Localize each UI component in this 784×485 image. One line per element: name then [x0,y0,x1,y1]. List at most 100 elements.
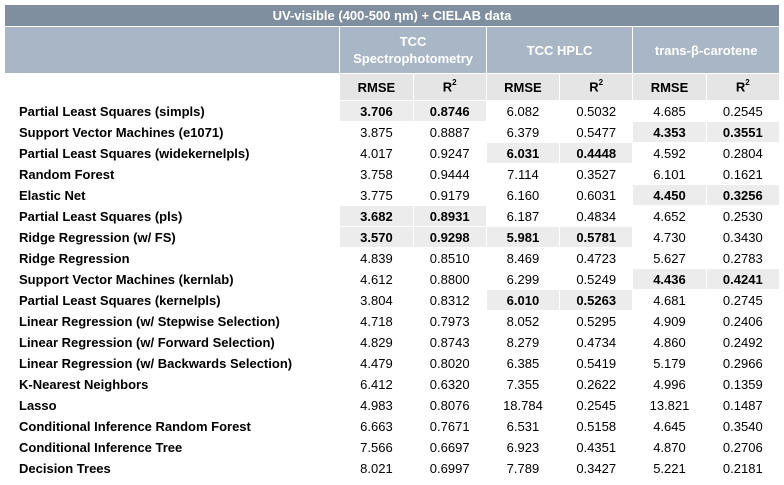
group-header-tcc-spectrophotometry: TCC Spectrophotometry [339,26,487,74]
cell-rmse: 6.531 [485,415,561,437]
subheader-r2: R2 [412,73,487,101]
cell-r2: 0.5419 [559,352,634,374]
cell-r2: 0.5295 [559,310,634,332]
subheader-rmse: RMSE [632,73,707,101]
cell-r2: 0.2181 [705,457,781,479]
results-table: UV-visible (400-500 ηm) + CIELAB data TC… [3,4,781,479]
table-row: Linear Regression (w/ Backwards Selectio… [3,352,781,374]
subheader-r2: R2 [705,73,781,101]
cell-rmse: 6.663 [339,415,414,437]
cell-rmse: 4.436 [632,268,707,290]
table-row: Partial Least Squares (widekernelpls) 4.0… [3,142,781,164]
cell-r2: 0.3427 [559,457,634,479]
cell-r2: 0.5032 [559,100,634,122]
table-row: Support Vector Machines (e1071) 3.875 0.88… [3,121,781,143]
cell-rmse: 5.179 [632,352,707,374]
cell-rmse: 4.870 [632,436,707,458]
cell-r2: 0.3551 [705,121,781,143]
cell-rmse: 6.412 [339,373,414,395]
cell-rmse: 4.860 [632,331,707,353]
cell-r2: 0.5477 [559,121,634,143]
cell-rmse: 4.685 [632,100,707,122]
row-model-name: Partial Least Squares (simpls) [3,100,341,122]
cell-rmse: 6.082 [485,100,561,122]
cell-r2: 0.9179 [412,184,487,206]
row-model-name: Partial Least Squares (kernelpls) [3,289,341,311]
table-row: Elastic Net 3.775 0.9179 6.160 0.6031 4.450 0.… [3,184,781,206]
row-model-name: Elastic Net [3,184,341,206]
cell-rmse: 6.379 [485,121,561,143]
table-row: Linear Regression (w/ Forward Selection)… [3,331,781,353]
results-table-container: UV-visible (400-500 ηm) + CIELAB data TC… [3,4,781,479]
table-row: Ridge Regression (w/ FS) 3.570 0.9298 5.981… [3,226,781,248]
group-header-tcc-hplc: TCC HPLC [485,26,634,74]
cell-r2: 0.4351 [559,436,634,458]
cell-r2: 0.5781 [559,226,634,248]
cell-rmse: 4.353 [632,121,707,143]
cell-rmse: 8.279 [485,331,561,353]
cell-rmse: 3.804 [339,289,414,311]
cell-rmse: 4.983 [339,394,414,416]
row-model-name: Partial Least Squares (widekernelpls) [3,142,341,164]
cell-rmse: 3.775 [339,184,414,206]
table-title: UV-visible (400-500 ηm) + CIELAB data [4,4,780,27]
group-header-blank [3,26,341,74]
cell-r2: 0.8312 [412,289,487,311]
table-row: Partial Least Squares (pls) 3.682 0.8931 6.… [3,205,781,227]
row-model-name: Lasso [3,394,341,416]
cell-r2: 0.8931 [412,205,487,227]
cell-r2: 0.2545 [705,100,781,122]
cell-r2: 0.2804 [705,142,781,164]
table-row: Partial Least Squares (simpls) 3.706 0.874… [3,100,781,122]
cell-r2: 0.3430 [705,226,781,248]
cell-rmse: 18.784 [485,394,561,416]
cell-rmse: 4.996 [632,373,707,395]
group-header-line1: TCC HPLC [526,42,593,58]
cell-rmse: 3.758 [339,163,414,185]
cell-r2: 0.4448 [559,142,634,164]
cell-r2: 0.4723 [559,247,634,269]
subheader-label: R [589,79,599,95]
cell-r2: 0.6031 [559,184,634,206]
cell-r2: 0.9247 [412,142,487,164]
cell-r2: 0.2406 [705,310,781,332]
cell-r2: 0.6997 [412,457,487,479]
table-row: Linear Regression (w/ Stepwise Selection… [3,310,781,332]
subheader-label: RMSE [504,79,542,95]
cell-rmse: 6.187 [485,205,561,227]
cell-r2: 0.2622 [559,373,634,395]
row-model-name: Conditional Inference Tree [3,436,341,458]
table-row: Lasso 4.983 0.8076 18.784 0.2545 13.821 0.1487 [3,394,781,416]
cell-rmse: 4.909 [632,310,707,332]
row-model-name: Linear Regression (w/ Forward Selection) [3,331,341,353]
cell-r2: 0.6320 [412,373,487,395]
cell-rmse: 7.114 [485,163,561,185]
group-header-line2: Spectrophotometry [353,51,473,66]
cell-r2: 0.8800 [412,268,487,290]
cell-r2: 0.7973 [412,310,487,332]
row-model-name: Support Vector Machines (e1071) [3,121,341,143]
cell-r2: 0.1359 [705,373,781,395]
cell-r2: 0.2530 [705,205,781,227]
row-model-name: Support Vector Machines (kernlab) [3,268,341,290]
subheader-row: RMSE R2 RMSE R2 RMSE R2 [3,73,781,101]
superscript: 2 [598,78,604,88]
table-body: Partial Least Squares (simpls) 3.706 0.874… [3,100,781,479]
subheader-rmse: RMSE [339,73,414,101]
cell-r2: 0.2706 [705,436,781,458]
subheader-label: R [442,79,453,95]
subheader-r2: R2 [559,73,634,101]
cell-rmse: 4.612 [339,268,414,290]
cell-rmse: 4.730 [632,226,707,248]
table-row: K-Nearest Neighbors 6.412 0.6320 7.355 0.262… [3,373,781,395]
cell-r2: 0.9298 [412,226,487,248]
cell-r2: 0.5158 [559,415,634,437]
row-model-name: K-Nearest Neighbors [3,373,341,395]
cell-r2: 0.5249 [559,268,634,290]
cell-rmse: 5.221 [632,457,707,479]
row-model-name: Random Forest [3,163,341,185]
cell-rmse: 6.160 [485,184,561,206]
superscript: 2 [745,78,750,88]
cell-r2: 0.3527 [559,163,634,185]
cell-r2: 0.1621 [705,163,781,185]
